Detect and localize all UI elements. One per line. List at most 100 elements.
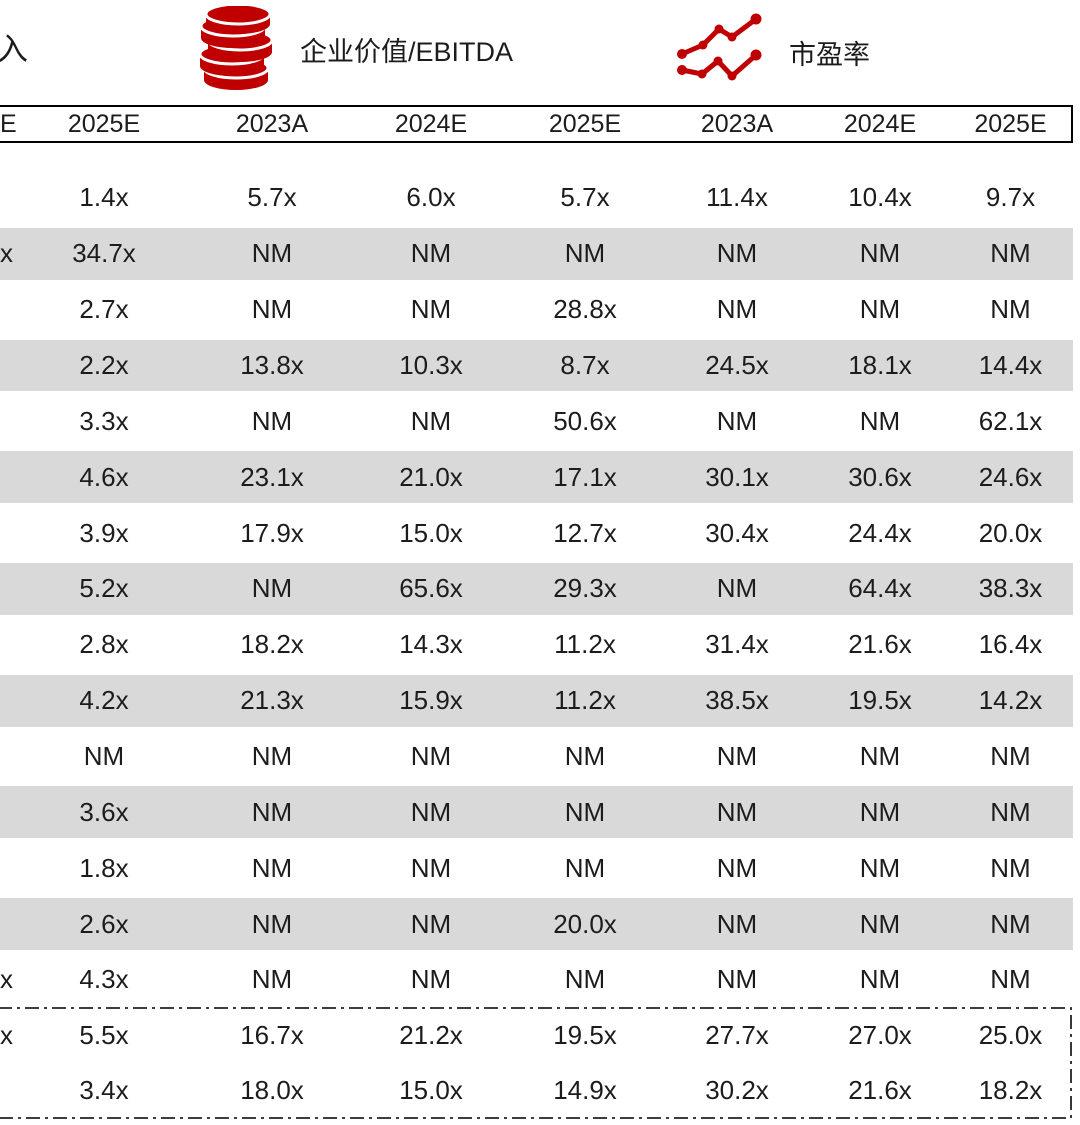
table-cell: NM xyxy=(716,741,758,772)
table-cell: NM xyxy=(990,852,1031,883)
table-summary-rows: x 5.5x 16.7x 21.2x 19.5x 27.7x 27.0x 25.0x 3.4x 1… xyxy=(0,1008,1073,1118)
table-row: 1.8x NM NM NM NM NM NM xyxy=(0,840,1073,896)
table-cell: 8.7x xyxy=(560,350,610,380)
table-row: 4.6x 23.1x 21.0x 17.1x 30.1x 30.6x 24.6x xyxy=(0,449,1073,506)
table-cell: 25.0x xyxy=(978,1020,1043,1050)
table-cell: NM xyxy=(251,741,293,772)
coins-icon xyxy=(196,2,276,92)
table-cell: 6.0x xyxy=(406,182,456,213)
clipped-cell-fragment: x xyxy=(0,964,13,995)
table-cell: NM xyxy=(410,294,452,325)
table-cell: NM xyxy=(990,741,1031,772)
table-cell: 21.6x xyxy=(848,629,912,660)
table-cell: NM xyxy=(859,852,901,883)
table-cell: NM xyxy=(716,964,758,995)
table-cell: NM xyxy=(716,796,758,827)
table-cell: NM xyxy=(564,796,606,827)
table-row: 3.9x 17.9x 15.0x 12.7x 30.4x 24.4x 20.0x xyxy=(0,505,1073,561)
table-cell: NM xyxy=(410,796,452,827)
table-cell: 4.2x xyxy=(79,685,129,716)
table-cell: 21.2x xyxy=(399,1020,463,1050)
table-cell: 20.0x xyxy=(978,517,1043,548)
table-cell: 14.3x xyxy=(399,629,463,660)
table-cell: NM xyxy=(251,405,293,436)
table-cell: 2024E xyxy=(394,109,468,138)
table-cell: 2.7x xyxy=(79,294,129,325)
table-cell: 15.0x xyxy=(399,1075,463,1105)
table-cell: NM xyxy=(564,238,606,269)
table-cell: 19.5x xyxy=(553,1020,617,1050)
table-cell: 18.0x xyxy=(240,1075,304,1105)
table-cell: NM xyxy=(410,908,452,939)
table-cell: NM xyxy=(564,741,606,772)
table-cell: NM xyxy=(251,238,293,269)
table-cell: 38.5x xyxy=(705,685,769,716)
table-cell: 5.5x xyxy=(79,1020,129,1050)
table-row: NM NM NM NM NM NM NM xyxy=(0,729,1073,785)
table-cell: NM xyxy=(410,741,452,772)
table-cell: NM xyxy=(990,796,1031,827)
table-cell: 13.8x xyxy=(240,350,304,380)
table-cell: 5.7x xyxy=(247,182,297,213)
table-cell: NM xyxy=(251,964,293,995)
table-cell: 27.0x xyxy=(848,1020,912,1050)
table-cell: 3.4x xyxy=(79,1075,129,1105)
table-cell: 12.7x xyxy=(553,517,617,548)
table-cell: 19.5x xyxy=(848,685,912,716)
table-cell: NM xyxy=(716,908,758,939)
table-cell: 24.5x xyxy=(705,350,769,380)
table-cell: NM xyxy=(990,964,1031,995)
table-cell: 29.3x xyxy=(553,573,617,604)
table-cell: 50.6x xyxy=(553,405,617,436)
table-cell: 2.8x xyxy=(79,629,129,660)
table-cell: 24.4x xyxy=(848,517,912,548)
table-cell: 15.0x xyxy=(399,517,463,548)
table-cell: 2023A xyxy=(235,109,309,138)
table-cell: 38.3x xyxy=(978,573,1043,604)
table-cell: NM xyxy=(716,238,758,269)
table-row: 2.2x 13.8x 10.3x 8.7x 24.5x 18.1x 14.4x xyxy=(0,337,1073,394)
table-cell: 14.9x xyxy=(553,1075,617,1105)
table-cell: 2025E xyxy=(548,109,622,138)
table-cell: 18.1x xyxy=(848,350,912,380)
table-cell: 4.6x xyxy=(79,461,129,492)
table-body: 1.4x 5.7x 6.0x 5.7x 11.4x 10.4x 9.7x x 34.7x NM NM… xyxy=(0,170,1073,1008)
table-row: 2.6x NM NM 20.0x NM NM NM xyxy=(0,896,1073,953)
table-cell: 10.4x xyxy=(848,182,912,213)
table-cell: NM xyxy=(83,741,125,772)
table-cell: 2025E xyxy=(67,109,141,138)
table-cell: 2023A xyxy=(700,109,774,138)
table-cell: NM xyxy=(859,796,901,827)
table-cell: 20.0x xyxy=(553,908,617,939)
trend-lines-icon xyxy=(676,12,770,86)
table-cell: 5.2x xyxy=(79,573,129,604)
table-cell: 18.2x xyxy=(978,1075,1043,1105)
table-cell: 34.7x xyxy=(72,238,136,269)
table-row: x 34.7x NM NM NM NM NM NM xyxy=(0,225,1073,282)
table-cell: 18.2x xyxy=(240,629,304,660)
table-row: 2.8x 18.2x 14.3x 11.2x 31.4x 21.6x 16.4x xyxy=(0,617,1073,673)
table-row: 4.2x 21.3x 15.9x 11.2x 38.5x 19.5x 14.2x xyxy=(0,672,1073,729)
table-cell: 24.6x xyxy=(978,461,1043,492)
table-cell: 11.4x xyxy=(706,182,768,213)
table-cell: NM xyxy=(859,405,901,436)
pe-ratio-label: 市盈率 xyxy=(789,40,870,70)
table-cell: NM xyxy=(564,964,606,995)
table-row: 2.7x NM NM 28.8x NM NM NM xyxy=(0,282,1073,338)
table-cell: NM xyxy=(251,573,293,604)
table-cell: 21.6x xyxy=(848,1075,912,1105)
table-cell: 3.6x xyxy=(79,796,129,827)
table-cell: NM xyxy=(251,294,293,325)
table-cell: 11.2x xyxy=(554,629,616,660)
table-cell: 30.6x xyxy=(848,461,912,492)
table-cell: NM xyxy=(410,405,452,436)
table-cell: 21.3x xyxy=(240,685,304,716)
summary-row: x 5.5x 16.7x 21.2x 19.5x 27.7x 27.0x 25.0x xyxy=(0,1008,1073,1063)
ev-ebitda-label: 企业价值/EBITDA xyxy=(300,37,514,67)
table-header-row: E 2025E 2023A 2024E 2025E 2023A 2024E 2025E xyxy=(0,105,1073,143)
table-cell: 31.4x xyxy=(705,629,769,660)
table-cell: 2024E xyxy=(843,109,917,138)
table-cell: 64.4x xyxy=(848,573,912,604)
table-cell: NM xyxy=(859,908,901,939)
